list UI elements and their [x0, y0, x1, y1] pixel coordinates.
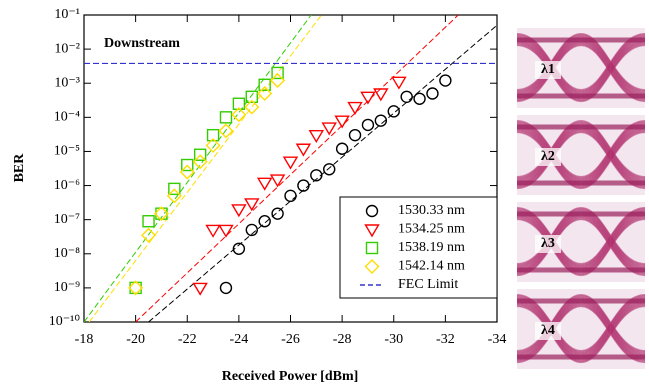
marker	[284, 157, 297, 168]
marker	[168, 189, 181, 202]
marker	[362, 119, 373, 130]
x-tick-label: -30	[384, 332, 403, 347]
marker	[414, 93, 425, 104]
marker	[337, 143, 348, 154]
marker	[219, 225, 232, 236]
marker	[427, 88, 438, 99]
y-tick-label: 10⁻²	[54, 41, 80, 56]
marker	[401, 91, 412, 102]
marker	[298, 180, 309, 191]
marker	[297, 144, 310, 155]
x-tick-label: -34	[488, 332, 507, 347]
x-tick-label: -18	[75, 332, 94, 347]
marker	[310, 131, 323, 142]
fit-line	[84, 15, 311, 322]
marker	[349, 103, 362, 114]
marker	[220, 112, 231, 123]
marker	[207, 225, 220, 236]
x-tick-label: -20	[126, 332, 145, 347]
x-tick-label: -24	[230, 332, 249, 347]
legend-label: 1542.14 nm	[398, 259, 465, 274]
eye-label: λ4	[541, 323, 555, 338]
legend-label: 1534.25 nm	[398, 222, 465, 237]
chart: BER Received Power [dBm] Downstream 10⁻¹…	[0, 0, 649, 387]
x-axis-label: Received Power [dBm]	[222, 369, 359, 384]
marker	[272, 208, 283, 219]
eye-label: λ1	[541, 62, 555, 77]
annotation: Downstream	[104, 36, 180, 51]
marker	[285, 190, 296, 201]
eye-label: λ2	[541, 149, 555, 164]
y-tick-label: 10⁻⁵	[54, 144, 80, 159]
y-tick-label: 10⁻⁸	[54, 246, 80, 261]
marker	[392, 77, 405, 88]
y-tick-label: 10⁻¹	[54, 7, 80, 22]
y-tick-label: 10⁻¹⁰	[49, 314, 81, 329]
y-axis-label: BER	[12, 153, 27, 183]
marker	[245, 199, 258, 210]
marker	[259, 216, 270, 227]
marker	[323, 123, 336, 134]
marker	[232, 205, 245, 216]
marker	[155, 207, 168, 220]
marker	[440, 75, 451, 86]
marker	[271, 74, 284, 87]
legend-label: 1530.33 nm	[398, 203, 465, 218]
legend-label: FEC Limit	[398, 277, 458, 292]
y-tick-label: 10⁻⁷	[54, 212, 80, 227]
marker	[258, 178, 271, 189]
marker	[130, 282, 141, 293]
x-tick-label: -26	[281, 332, 300, 347]
marker	[272, 67, 283, 78]
y-tick-label: 10⁻⁴	[54, 110, 80, 125]
marker	[194, 155, 207, 168]
marker	[143, 216, 154, 227]
y-tick-label: 10⁻⁹	[54, 280, 80, 295]
marker	[374, 89, 387, 100]
y-tick-label: 10⁻³	[54, 75, 80, 90]
x-tick-label: -22	[178, 332, 197, 347]
marker	[258, 87, 271, 100]
legend-label: 1538.19 nm	[398, 240, 465, 255]
page: {"chart_data": {"type": "scatter", "anno…	[0, 0, 649, 387]
marker	[220, 282, 231, 293]
eye-label: λ3	[541, 236, 555, 251]
x-tick-label: -32	[436, 332, 455, 347]
fit-line	[89, 15, 321, 322]
marker	[271, 175, 284, 186]
y-tick-label: 10⁻⁶	[54, 178, 80, 193]
marker	[129, 281, 142, 294]
marker	[388, 106, 399, 117]
marker	[194, 283, 207, 294]
marker	[350, 130, 361, 141]
x-tick-label: -28	[333, 332, 352, 347]
marker	[324, 164, 335, 175]
